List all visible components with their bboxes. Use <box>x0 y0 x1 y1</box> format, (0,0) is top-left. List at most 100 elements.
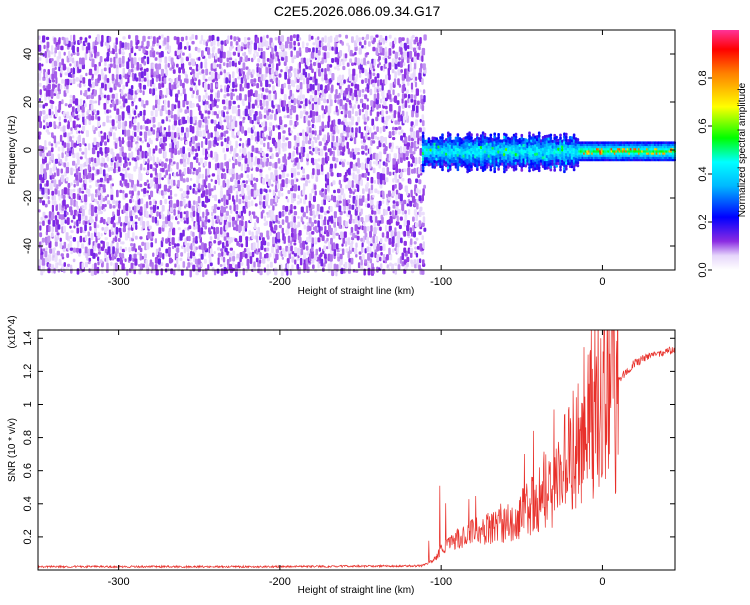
spectrogram-cell <box>185 78 189 84</box>
spectrogram-cell <box>254 99 258 106</box>
spectrogram-cell <box>335 232 339 236</box>
spectrogram-cell <box>147 162 150 171</box>
spectrogram-cell <box>351 92 355 101</box>
spectrogram-cell <box>406 142 411 148</box>
spectrogram-cell <box>363 45 367 49</box>
spectrogram-cell <box>416 245 420 250</box>
spectrogram-cell <box>283 115 287 119</box>
spectrogram-cell <box>97 231 100 239</box>
spectrogram-cell <box>231 121 235 129</box>
spectrogram-cell <box>395 167 399 174</box>
spectrogram-cell <box>70 53 73 57</box>
spectrogram-cell <box>220 132 224 137</box>
spectrogram-cell <box>54 106 58 113</box>
spectrogram-cell <box>46 180 49 187</box>
spectrogram-cell <box>470 167 473 172</box>
spectrogram-cell <box>181 153 185 158</box>
spectrogram-cell <box>127 221 131 228</box>
spectrogram-cell <box>70 197 73 206</box>
spectrogram-cell <box>239 148 242 153</box>
spectrogram-cell <box>169 168 173 172</box>
spectrogram-cell <box>88 35 92 39</box>
spectrogram-cell <box>172 63 176 67</box>
spectrogram-cell <box>180 252 184 257</box>
spectrogram-cell <box>362 195 365 203</box>
spectrogram-cell <box>112 100 115 108</box>
spectrogram-cell <box>281 142 285 149</box>
spectrogram-cell <box>216 206 221 210</box>
spectrogram-cell <box>472 145 475 149</box>
spectrogram-cell <box>255 257 259 263</box>
spectrogram-cell <box>99 259 103 264</box>
spectrogram-cell <box>306 58 309 66</box>
spectrogram-cell <box>391 210 395 217</box>
spectrogram-cell <box>297 221 301 228</box>
spectrogram-cell <box>204 78 208 82</box>
spectrogram-cell <box>279 245 282 251</box>
spectrogram-cell <box>343 220 346 226</box>
spectrogram-cell <box>73 142 77 148</box>
spectrogram-cell <box>192 210 196 217</box>
spectrogram-cell <box>96 142 100 148</box>
spectrogram-cell <box>261 161 265 168</box>
spectrogram-cell <box>419 136 423 142</box>
spectrogram-cell <box>418 231 422 236</box>
spectrogram-cell <box>402 62 406 66</box>
spectrogram-cell <box>265 95 269 100</box>
spectrogram-cell <box>198 95 201 103</box>
spectrogram-cell <box>369 258 373 264</box>
spectrogram-cell <box>141 140 144 144</box>
spectrogram-cell <box>256 163 261 168</box>
spectrogram-cell <box>313 184 317 190</box>
spectrogram-cell <box>186 184 190 191</box>
spectrogram-cell <box>214 215 217 220</box>
spectrogram-cell <box>150 68 154 75</box>
spectrogram-cell <box>247 151 251 159</box>
spectrogram-cell <box>389 104 393 112</box>
spectrogram-cell <box>143 253 147 259</box>
spectrogram-cell <box>439 144 442 148</box>
spectrogram-cell <box>378 200 382 207</box>
spectrogram-cell <box>421 169 425 173</box>
spectrogram-cell <box>127 140 131 148</box>
spectrogram-cell <box>124 179 128 187</box>
spectrogram-cell <box>111 183 114 187</box>
spectrogram-cell <box>91 173 95 181</box>
spectrogram-cell <box>136 62 140 70</box>
spectrogram-cell <box>128 147 132 152</box>
spectrogram-cell <box>303 198 306 205</box>
spectrogram-cell <box>404 100 408 108</box>
spectrogram-cell <box>251 251 255 258</box>
spectrogram-cell <box>355 195 359 200</box>
spectrogram-cell <box>330 215 334 223</box>
spectrogram-cell <box>406 256 410 263</box>
spectrogram-cell <box>47 50 51 58</box>
spectrogram-cell <box>414 36 419 43</box>
spectrogram-cell <box>384 146 388 152</box>
spectrogram-cell <box>394 130 397 135</box>
spectrogram-cell <box>520 133 524 138</box>
spectrogram-cell <box>202 269 205 278</box>
spectrogram-cell <box>94 206 98 213</box>
spectrogram-cell <box>289 116 293 120</box>
spectrogram-cell <box>331 73 335 81</box>
spectrogram-cell <box>148 119 152 124</box>
spectrogram-cell <box>112 205 116 209</box>
spectrogram-cell <box>194 116 198 121</box>
spectrogram-cell <box>177 179 180 187</box>
spectrogram-cell <box>306 161 309 166</box>
spectrogram-cell <box>220 226 223 235</box>
spectrogram-cell <box>336 67 340 71</box>
spectrogram-cell <box>260 47 263 52</box>
spectrogram-cell <box>111 119 115 127</box>
spectrogram-cell <box>248 210 251 217</box>
spectrogram-cell <box>217 252 222 258</box>
spectrogram-cell <box>466 164 469 168</box>
spectrogram-cell <box>329 99 333 107</box>
spectrogram-cell <box>118 57 122 65</box>
spectrogram-cell <box>363 103 367 110</box>
spectrogram-cell <box>195 34 198 40</box>
spectrogram-cell <box>216 142 219 146</box>
spectrogram-cell <box>232 71 235 79</box>
spectrogram-cell <box>226 167 229 174</box>
